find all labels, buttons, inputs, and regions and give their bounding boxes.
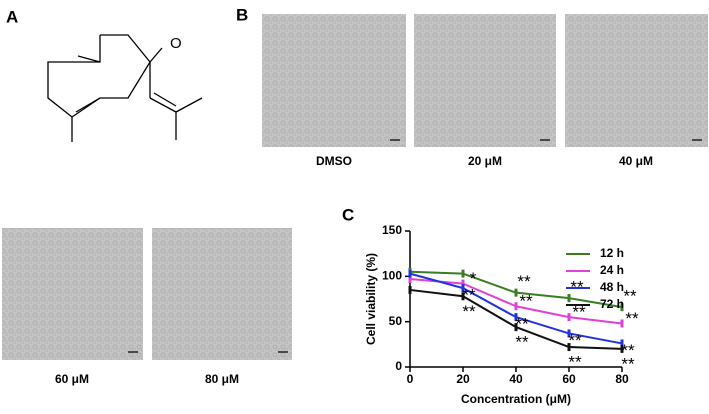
caption: 20 μM [468,154,502,168]
significance: ** [519,292,533,311]
x-tick-label: 20 [456,372,470,386]
point [461,292,465,301]
caption: 60 μM [55,372,89,386]
point [461,279,465,288]
point [514,302,518,311]
legend-label: 24 h [600,263,624,277]
y-tick-label: 150 [382,223,402,237]
micrographs [2,14,708,360]
point [567,313,571,322]
atom-label: O [170,35,182,52]
panel-label: B [236,5,248,24]
significance: ** [623,287,637,306]
point [408,285,412,294]
point [408,269,412,278]
caption: 40 μM [619,154,653,168]
caption: 80 μM [205,372,239,386]
point [461,269,465,278]
point [567,343,571,352]
point [408,275,412,284]
molecule [47,34,203,142]
y-axis-label: Cell viability (%) [364,253,378,345]
x-tick-label: 0 [407,372,414,386]
micrograph [565,14,708,147]
point [567,294,571,303]
point [620,339,624,348]
micrograph [2,228,143,360]
significance: ** [572,303,586,322]
point [620,344,624,353]
y-tick-label: 0 [395,359,402,373]
legend-label: 48 h [600,280,624,294]
micrograph [414,14,556,147]
y-tick-label: 50 [389,314,403,328]
point [620,303,624,312]
significance: ** [462,302,476,321]
point [514,288,518,297]
x-tick-label: 40 [509,372,523,386]
panel-label: C [342,205,354,224]
significance: ** [515,333,529,352]
caption: DMSO [316,154,352,168]
x-tick-label: 80 [615,372,629,386]
legend-label: 12 h [600,246,624,260]
significance: * [470,269,477,288]
panel-label: A [6,7,18,26]
significance: ** [625,309,639,328]
significance: ** [462,286,476,305]
significance: ** [568,331,582,350]
point [461,284,465,293]
x-tick-label: 60 [562,372,576,386]
point [514,313,518,322]
point [620,319,624,328]
point [514,323,518,332]
micrograph [262,14,406,147]
point [567,329,571,338]
micrograph [152,228,292,360]
x-axis-label: Concentration (μM) [461,392,571,406]
significance: ** [621,354,635,373]
legend-label: 72 h [600,297,624,311]
significance: ** [621,341,635,360]
significance: ** [568,353,582,372]
significance: ** [517,272,531,291]
y-tick-label: 100 [382,269,402,283]
